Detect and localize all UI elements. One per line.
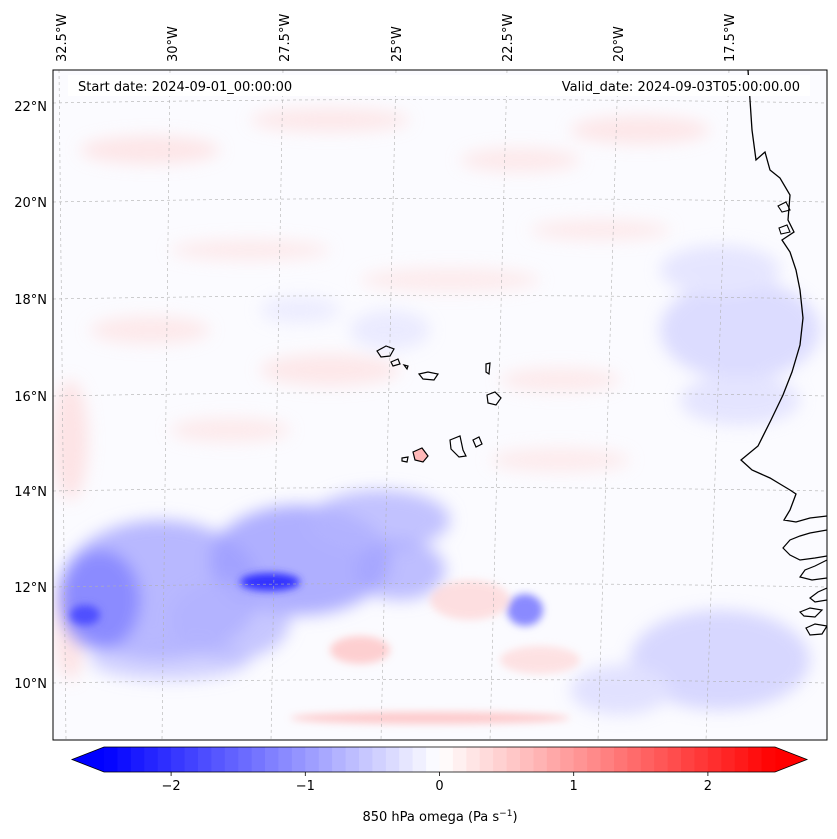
colorbar-step [318, 747, 333, 772]
colorbar-step [681, 747, 695, 772]
colorbar-steps [104, 747, 776, 772]
colorbar-step [197, 747, 212, 772]
lat-label: 22°N [14, 100, 47, 115]
colorbar-max-extend [775, 747, 807, 772]
lat-label: 14°N [14, 485, 47, 500]
colorbar-step [224, 747, 239, 772]
colorbar-tick-label: −2 [162, 779, 181, 794]
colorbar-step [694, 747, 709, 772]
colorbar-step [533, 747, 548, 772]
longitude-labels: 32.5°W 30°W 27.5°W 25°W 22.5°W 20°W 17.5… [55, 14, 738, 62]
subsidence-streak [290, 580, 580, 724]
colorbar-step [412, 747, 427, 772]
convective-band [60, 490, 450, 680]
colorbar-step [761, 747, 776, 772]
colorbar-step [385, 747, 400, 772]
colorbar-step [573, 747, 588, 772]
lon-label: 30°W [166, 26, 181, 62]
lat-label: 20°N [14, 196, 47, 211]
colorbar-step [157, 747, 172, 772]
colorbar-outline [70, 746, 809, 773]
lat-label: 12°N [14, 581, 47, 596]
lon-label: 32.5°W [55, 14, 70, 62]
lon-label: 27.5°W [278, 14, 293, 62]
colorbar-step [130, 747, 145, 772]
colorbar-title-superscript: −1 [499, 809, 512, 819]
colorbar-step [600, 747, 615, 772]
colorbar-step [211, 747, 226, 772]
start-date-label: Start date: 2024-09-01_00:00:00 [78, 80, 292, 95]
colorbar-step [399, 747, 414, 772]
colorbar-step [466, 747, 481, 772]
colorbar-step [640, 747, 655, 772]
lat-label: 16°N [14, 390, 47, 405]
colorbar-tick-label: −1 [296, 779, 315, 794]
valid-date-label: Valid_date: 2024-09-03T05:00:00.00 [562, 80, 800, 95]
colorbar-step [520, 747, 534, 772]
colorbar-step [506, 747, 521, 772]
colorbar-step [278, 747, 293, 772]
graticule [53, 70, 827, 740]
colorbar-step [654, 747, 669, 772]
latitude-labels: 22°N 20°N 18°N 16°N 14°N 12°N 10°N [14, 100, 47, 692]
colorbar-step [358, 747, 373, 772]
colorbar-step [613, 747, 628, 772]
colorbar-step [238, 747, 253, 772]
colorbar-step [117, 747, 132, 772]
colorbar: −2 −1 0 1 2 850 hPa omega (Pa s−1) [70, 746, 809, 825]
colorbar-title: 850 hPa omega (Pa s−1) [362, 809, 517, 825]
colorbar-step [627, 747, 642, 772]
colorbar-step [587, 747, 602, 772]
colorbar-step [184, 747, 199, 772]
omega-field [53, 70, 827, 740]
colorbar-step [144, 747, 159, 772]
colorbar-step [546, 747, 561, 772]
colorbar-step [721, 747, 736, 772]
colorbar-step [734, 747, 749, 772]
colorbar-step [707, 747, 722, 772]
colorbar-step [251, 747, 266, 772]
colorbar-step [305, 747, 320, 772]
colorbar-step [345, 747, 360, 772]
colorbar-step [426, 747, 440, 772]
map-frame [52, 69, 828, 741]
cape-verde-islands [376, 345, 502, 463]
lon-label: 17.5°W [723, 14, 738, 62]
colorbar-step [667, 747, 682, 772]
lat-label: 18°N [14, 293, 47, 308]
colorbar-tick-label: 0 [435, 779, 443, 794]
colorbar-step [748, 747, 763, 772]
colorbar-step [104, 747, 118, 772]
lon-label: 25°W [390, 26, 405, 62]
colorbar-tick-label: 2 [704, 779, 712, 794]
updraft-core [70, 573, 543, 626]
colorbar-tick-label: 1 [570, 779, 578, 794]
africa-coastline [740, 70, 827, 523]
lon-label: 20°W [612, 26, 627, 62]
colorbar-step [439, 747, 454, 772]
lat-label: 10°N [14, 677, 47, 692]
colorbar-title-main: 850 hPa omega (Pa s [362, 810, 499, 825]
colorbar-step [291, 747, 306, 772]
colorbar-step [493, 747, 508, 772]
lon-label: 22.5°W [501, 14, 516, 62]
colorbar-step [265, 747, 279, 772]
colorbar-ticks: −2 −1 0 1 2 [162, 772, 712, 794]
colorbar-step [372, 747, 387, 772]
colorbar-step [171, 747, 186, 772]
colorbar-step [479, 747, 494, 772]
colorbar-step [452, 747, 467, 772]
colorbar-min-extend [72, 747, 104, 772]
colorbar-title-end: ) [512, 810, 517, 825]
colorbar-step [332, 747, 347, 772]
header-box [68, 75, 810, 96]
colorbar-step [560, 747, 575, 772]
